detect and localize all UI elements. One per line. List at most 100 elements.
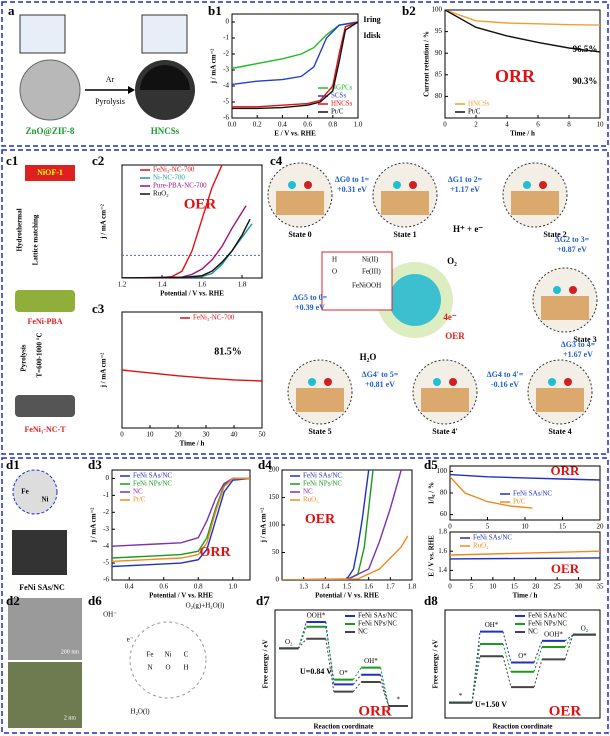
annotation: ORR [358, 703, 392, 719]
x-tick-label: 0.6 [159, 583, 168, 591]
legend-label: Pt/C [513, 498, 526, 506]
delta-g-label: ΔG4' to 5= [362, 370, 399, 379]
panel-label: a [8, 3, 15, 18]
y-tick-label: 80 [435, 92, 443, 100]
plot-frame [444, 609, 601, 719]
slab [421, 388, 469, 412]
x-tick-label: 1.7 [386, 583, 395, 591]
caption: H₂O [360, 352, 377, 362]
connector [533, 659, 543, 688]
atom [569, 286, 577, 294]
cluster [389, 274, 441, 326]
annotation: OER [184, 196, 217, 212]
annotation: OER [551, 561, 580, 576]
section-border [1, 1, 609, 147]
y-axis-label: j / mA cm⁻² [100, 353, 108, 389]
series-line [112, 477, 250, 568]
state-label: OH* [364, 657, 378, 665]
state-label: State 4' [432, 427, 458, 436]
caption: Ni [42, 496, 49, 504]
slab [276, 191, 324, 215]
box [25, 165, 75, 181]
x-tick-label: 10 [147, 431, 155, 439]
connector [502, 631, 512, 663]
atom [548, 378, 556, 386]
legend-label: FeNi NPs/NC [133, 480, 172, 488]
x-tick-label: 1.2 [118, 281, 127, 289]
y-tick-label: -5 [103, 559, 109, 567]
caption: FeNi₃-NC-T [24, 425, 66, 434]
y-tick-label: -3 [223, 66, 229, 74]
legend-label: HNCSs [468, 100, 490, 108]
legend-label: H [332, 256, 337, 264]
annotation: U=0.84 V [300, 667, 332, 676]
x-tick-label: 0.0 [228, 121, 237, 129]
annotation: Idisk [363, 31, 381, 40]
caption: OER [445, 331, 465, 341]
y-tick-label: -6 [103, 576, 109, 584]
caption: Pyrolysis [20, 344, 28, 371]
legend-label: Pt/C [331, 108, 344, 116]
tube [15, 395, 75, 417]
x-tick-label: 20 [532, 583, 540, 591]
x-axis-label: Potential / V vs. RHE [160, 290, 224, 298]
y-axis-label: Free energy / eV [262, 639, 270, 688]
series-line [450, 476, 533, 509]
y-tick-label: 1.6 [438, 547, 447, 555]
atom [449, 378, 457, 386]
x-tick-label: 0.4 [125, 583, 134, 591]
legend-label: Pure-PBA-NC-700 [153, 182, 207, 190]
x-axis-label: Reaction coordinate [492, 723, 552, 731]
scale-bar: 200 nm [61, 649, 80, 655]
caption: 4e⁻ [443, 312, 456, 322]
x-tick-label: 40 [231, 431, 239, 439]
x-tick-label: 15 [559, 523, 567, 531]
state-label: OH* [485, 621, 499, 629]
y-tick-label: -4 [103, 542, 109, 550]
legend-label: FeNi SAs/NC [473, 534, 512, 542]
caption: Pyrolysis [95, 97, 125, 106]
caption: O₂ [447, 256, 457, 266]
connector [297, 626, 307, 649]
plot-frame [281, 469, 413, 581]
series-line [122, 369, 262, 382]
legend-label: FeNi₃-NC-700 [153, 166, 195, 174]
caption: ZnO@ZIF-8 [26, 126, 75, 136]
y-tick-label: 0 [226, 18, 230, 26]
caption: Ni [165, 651, 172, 659]
x-tick-label: 2 [474, 121, 478, 129]
atom [409, 181, 417, 189]
connector [564, 634, 574, 660]
series-line [445, 10, 600, 53]
legend-label: FeNi SAs/NC [513, 490, 552, 498]
annotation: 90.3% [573, 76, 598, 86]
caption: H [183, 664, 188, 672]
legend-label: SCSs [331, 92, 346, 100]
delta-g-value: +1.17 eV [450, 185, 480, 194]
inset [19, 14, 66, 54]
x-tick-label: 0 [120, 431, 124, 439]
y-tick-label: 100 [437, 467, 448, 475]
tem-image [8, 598, 82, 660]
x-tick-label: 0 [448, 583, 452, 591]
connector [564, 634, 574, 648]
x-tick-label: 30 [203, 431, 211, 439]
x-tick-label: 1.0 [354, 121, 363, 129]
cycle [129, 621, 207, 699]
legend-label: RuO₂ [303, 496, 319, 504]
y-tick-label: 50 [272, 548, 280, 556]
panel-label: d6 [88, 593, 102, 608]
annotation: 81.5% [214, 346, 242, 357]
x-tick-label: 20 [597, 523, 605, 531]
x-axis-label: Time / h [510, 130, 535, 138]
caption: T=600-1000 °C [36, 332, 44, 377]
caption: Hydrothermal [16, 208, 24, 251]
x-tick-label: 20 [175, 431, 183, 439]
delta-g-value: +0.87 eV [557, 245, 587, 254]
y-axis-label: Current retention / % [423, 31, 431, 97]
caption: C [184, 651, 189, 659]
legend-label: NC [303, 488, 313, 496]
y-tick-label: 200 [269, 466, 280, 474]
x-tick-label: 0.6 [303, 121, 312, 129]
caption: HNCSs [151, 126, 180, 136]
